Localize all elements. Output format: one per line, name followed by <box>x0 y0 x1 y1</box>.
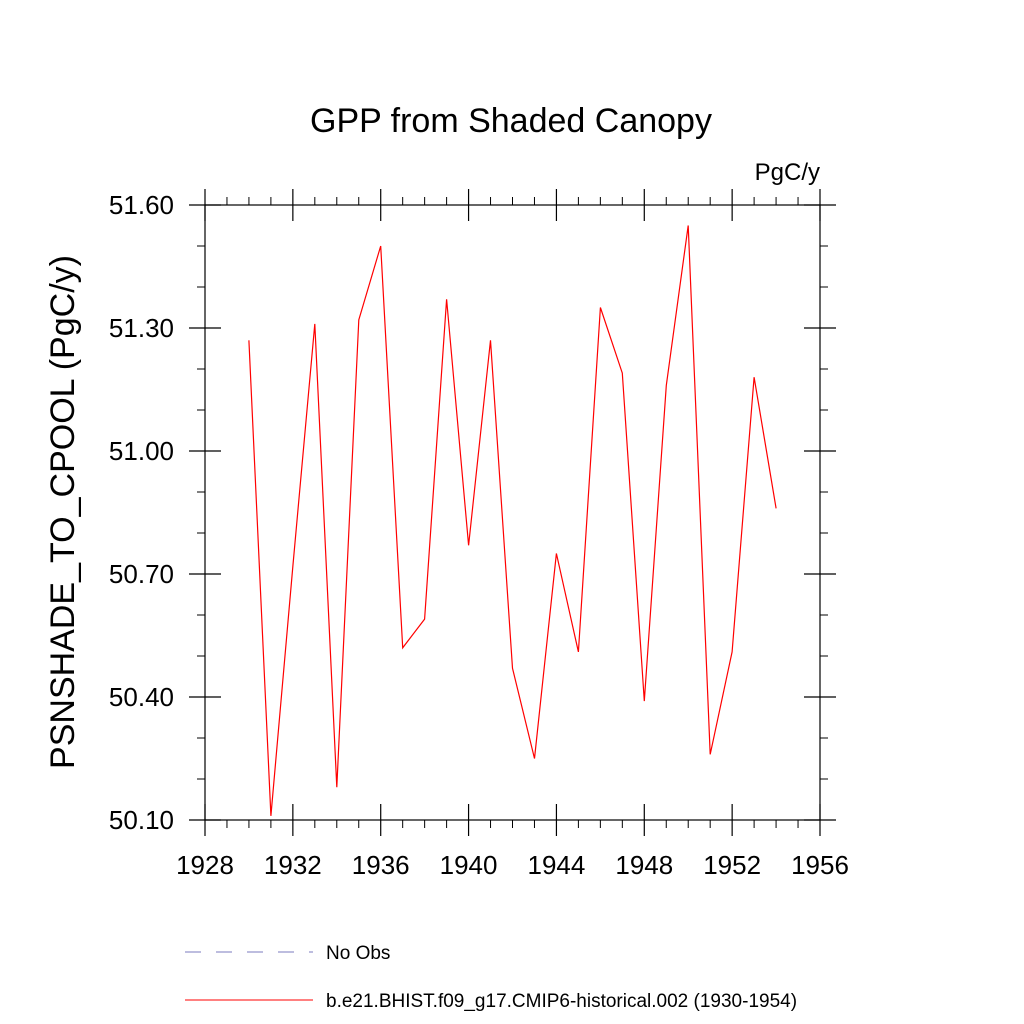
legend-label: b.e21.BHIST.f09_g17.CMIP6-historical.002… <box>326 991 797 1012</box>
units-label: PgC/y <box>755 159 820 186</box>
y-tick-label: 50.10 <box>109 805 174 835</box>
legend: No Obs b.e21.BHIST.f09_g17.CMIP6-historic… <box>185 943 797 1012</box>
y-tick-label: 51.00 <box>109 436 174 466</box>
x-tick-label: 1952 <box>703 850 761 880</box>
x-tick-label: 1936 <box>352 850 410 880</box>
legend-label: No Obs <box>326 943 390 964</box>
y-tick-label: 51.30 <box>109 313 174 343</box>
x-tick-labels: 1928 1932 1936 1940 1944 1948 1952 1956 <box>176 850 849 880</box>
x-tick-label: 1940 <box>440 850 498 880</box>
y-axis-label: PSNSHADE_TO_CPOOL (PgC/y) <box>44 255 82 769</box>
x-tick-label: 1956 <box>791 850 849 880</box>
y-tick-labels: 50.10 50.40 50.70 51.00 51.30 51.60 <box>109 190 174 835</box>
chart-title: GPP from Shaded Canopy <box>310 102 712 140</box>
x-tick-label: 1948 <box>615 850 673 880</box>
y-tick-label: 50.40 <box>109 682 174 712</box>
x-tick-label: 1944 <box>528 850 586 880</box>
series-layer <box>248 225 777 816</box>
y-tick-label: 51.60 <box>109 190 174 220</box>
axis-ticks <box>189 189 836 836</box>
x-tick-label: 1932 <box>264 850 322 880</box>
x-tick-label: 1928 <box>176 850 234 880</box>
series-line <box>248 225 777 816</box>
y-tick-label: 50.70 <box>109 559 174 589</box>
